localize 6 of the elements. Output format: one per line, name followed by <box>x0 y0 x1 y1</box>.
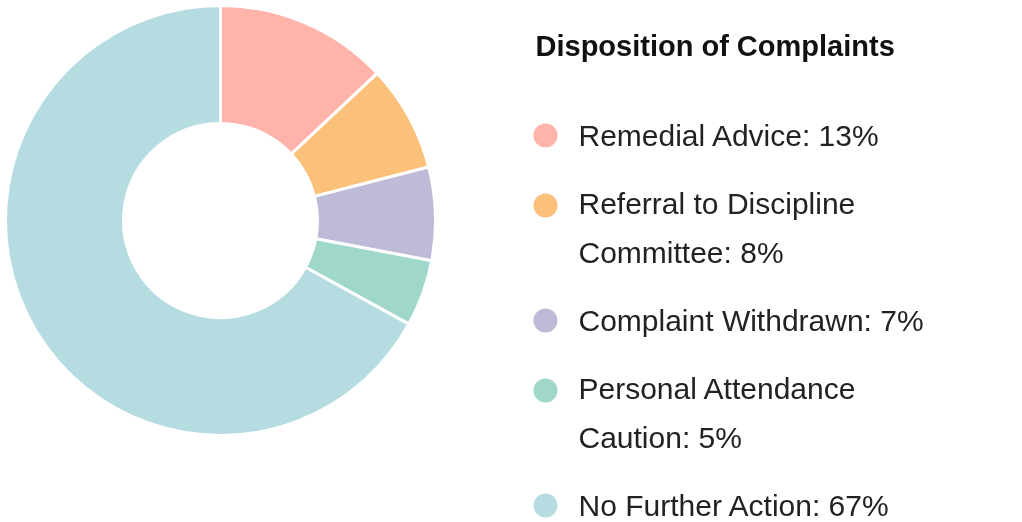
legend-label: No Further Action: 67% <box>578 489 889 522</box>
text: Disposition of Complaints <box>535 29 895 62</box>
legend-label: Referral to Discipline Committee: 8% <box>578 186 856 270</box>
legend-label: Personal Attendance Caution: 5% <box>578 371 856 455</box>
legend-label: Remedial Advice: 13% <box>578 119 879 152</box>
legend-label: Complaint Withdrawn: 7% <box>578 304 924 337</box>
